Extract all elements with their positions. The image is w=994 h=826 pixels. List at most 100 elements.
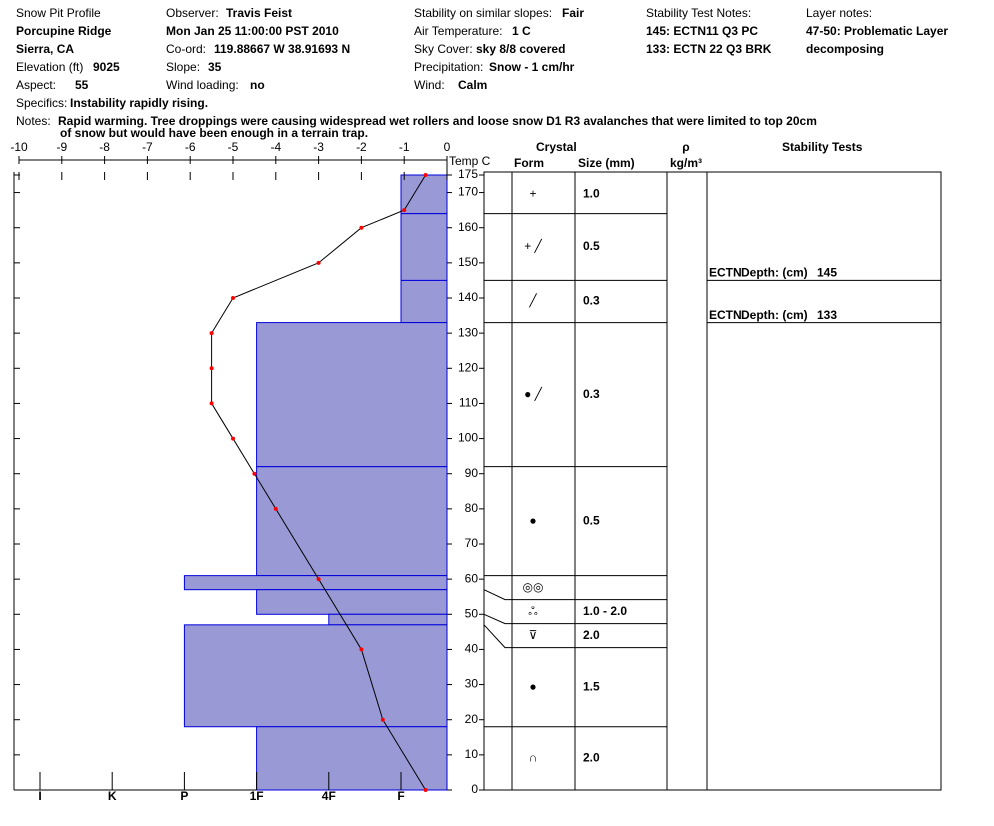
temperature-point bbox=[209, 366, 214, 371]
note-line: 145: ECTN11 Q3 PC bbox=[646, 24, 758, 38]
crystal-size: 0.5 bbox=[583, 239, 600, 253]
temperature-point bbox=[273, 506, 278, 511]
column-header: Temp C bbox=[449, 154, 491, 168]
y-tick-label: 120 bbox=[458, 360, 478, 374]
header: Snow Pit Profile Porcupine Ridge Sierra,… bbox=[16, 6, 948, 140]
hardness-bar bbox=[256, 322, 448, 468]
layer-rule bbox=[483, 613, 667, 625]
value: 1 C bbox=[512, 24, 531, 38]
label: Aspect: bbox=[16, 78, 56, 92]
hardness-label: K bbox=[108, 789, 117, 803]
note-line: of snow but would have been enough in a … bbox=[60, 126, 368, 140]
value: Snow - 1 cm/hr bbox=[489, 60, 575, 74]
temperature-point bbox=[231, 436, 235, 441]
temperature-point bbox=[423, 173, 428, 177]
temperature-point bbox=[402, 208, 407, 213]
test-label: Depth: (cm) bbox=[741, 308, 808, 322]
hardness-label: P bbox=[180, 789, 188, 803]
test-label: Depth: (cm) bbox=[741, 266, 808, 280]
temperature-point bbox=[380, 717, 385, 722]
crystal-form: ╱ bbox=[528, 293, 537, 308]
column-header: Crystal bbox=[536, 140, 577, 154]
value: Fair bbox=[562, 6, 584, 20]
y-tick-label: 30 bbox=[465, 677, 479, 691]
hardness-bar bbox=[400, 279, 448, 324]
layer-rule bbox=[483, 624, 667, 649]
label: Sky Cover: bbox=[414, 42, 473, 56]
label: Specifics: bbox=[16, 96, 67, 110]
y-tick-label: 140 bbox=[458, 290, 478, 304]
value: Instability rapidly rising. bbox=[70, 96, 208, 110]
y-tick-label: 130 bbox=[458, 325, 478, 339]
value: sky 8/8 covered bbox=[476, 42, 565, 56]
crystal-size: 1.5 bbox=[583, 679, 600, 693]
y-tick-label: 60 bbox=[465, 571, 479, 585]
x-tick-label: -6 bbox=[185, 140, 196, 154]
value: 35 bbox=[208, 60, 222, 74]
temperature-point bbox=[359, 225, 364, 230]
temperature-point bbox=[316, 260, 321, 265]
y-tick-label: 175 bbox=[458, 167, 478, 181]
label: Elevation (ft) bbox=[16, 60, 83, 74]
label: Stability Test Notes: bbox=[646, 6, 751, 20]
value: Calm bbox=[458, 78, 487, 92]
x-tick-label: 0 bbox=[444, 140, 451, 154]
crystal-size: 0.5 bbox=[583, 513, 600, 527]
location: Porcupine Ridge bbox=[16, 24, 112, 38]
label: Precipitation: bbox=[414, 60, 483, 74]
y-tick-label: 20 bbox=[465, 712, 479, 726]
y-tick-label: 160 bbox=[458, 220, 478, 234]
y-tick-label: 70 bbox=[465, 536, 479, 550]
crystal-form: + bbox=[529, 187, 536, 201]
column-header: Size (mm) bbox=[578, 156, 635, 170]
label: Stability on similar slopes: bbox=[414, 6, 552, 20]
column-headers: Temp C Crystal Form Size (mm) ρ kg/m³ St… bbox=[449, 140, 863, 170]
column-header: Stability Tests bbox=[782, 140, 863, 154]
value: 55 bbox=[75, 78, 89, 92]
hardness-bar bbox=[256, 466, 448, 577]
date: Mon Jan 25 11:00:00 PST 2010 bbox=[166, 24, 339, 38]
crystal-size: 0.3 bbox=[583, 387, 600, 401]
hardness-bar bbox=[183, 624, 448, 728]
x-tick-label: -4 bbox=[270, 140, 281, 154]
label: Co-ord: bbox=[166, 42, 206, 56]
temperature-point bbox=[359, 647, 364, 652]
crystal-form: + ╱ bbox=[524, 238, 542, 253]
x-tick-label: -3 bbox=[313, 140, 324, 154]
y-tick-label: 50 bbox=[465, 606, 479, 620]
crystal-size: 1.0 bbox=[583, 187, 600, 201]
crystal-form: ◎◎ bbox=[523, 580, 544, 594]
hardness-bar bbox=[256, 726, 448, 791]
y-tick-label: 0 bbox=[471, 782, 478, 796]
x-tick-label: -10 bbox=[10, 140, 28, 154]
x-tick-label: -5 bbox=[228, 140, 239, 154]
crystal-size: 0.3 bbox=[583, 294, 600, 308]
y-tick-label: 10 bbox=[465, 747, 479, 761]
label: Notes: bbox=[16, 114, 51, 128]
value: 119.88667 W 38.91693 N bbox=[214, 42, 350, 56]
hardness-label: I bbox=[38, 789, 41, 803]
y-tick-label: 170 bbox=[458, 185, 478, 199]
temperature-point bbox=[252, 471, 257, 476]
y-tick-label: 150 bbox=[458, 255, 478, 269]
label: Air Temperature: bbox=[414, 24, 502, 38]
hardness-bar bbox=[256, 589, 448, 615]
crystal-size: 1.0 - 2.0 bbox=[583, 604, 627, 618]
temperature-point bbox=[209, 401, 214, 406]
note-line: 47-50: Problematic Layer bbox=[806, 24, 948, 38]
hardness-bar bbox=[328, 613, 448, 626]
label: Wind: bbox=[414, 78, 445, 92]
label: Wind loading: bbox=[166, 78, 239, 92]
crystal-size: 2.0 bbox=[583, 751, 600, 765]
y-tick-label: 80 bbox=[465, 501, 479, 515]
column-header: kg/m³ bbox=[670, 156, 702, 170]
crystal-form: ● bbox=[529, 679, 536, 693]
temperature-point bbox=[423, 788, 428, 792]
value: 9025 bbox=[93, 60, 120, 74]
crystal-form: ● bbox=[529, 513, 536, 527]
region: Sierra, CA bbox=[16, 42, 74, 56]
note-line: 133: ECTN 22 Q3 BRK bbox=[646, 42, 772, 56]
label: Slope: bbox=[166, 60, 200, 74]
note-line: decomposing bbox=[806, 42, 884, 56]
note-line: Rapid warming. Tree droppings were causi… bbox=[58, 114, 817, 128]
